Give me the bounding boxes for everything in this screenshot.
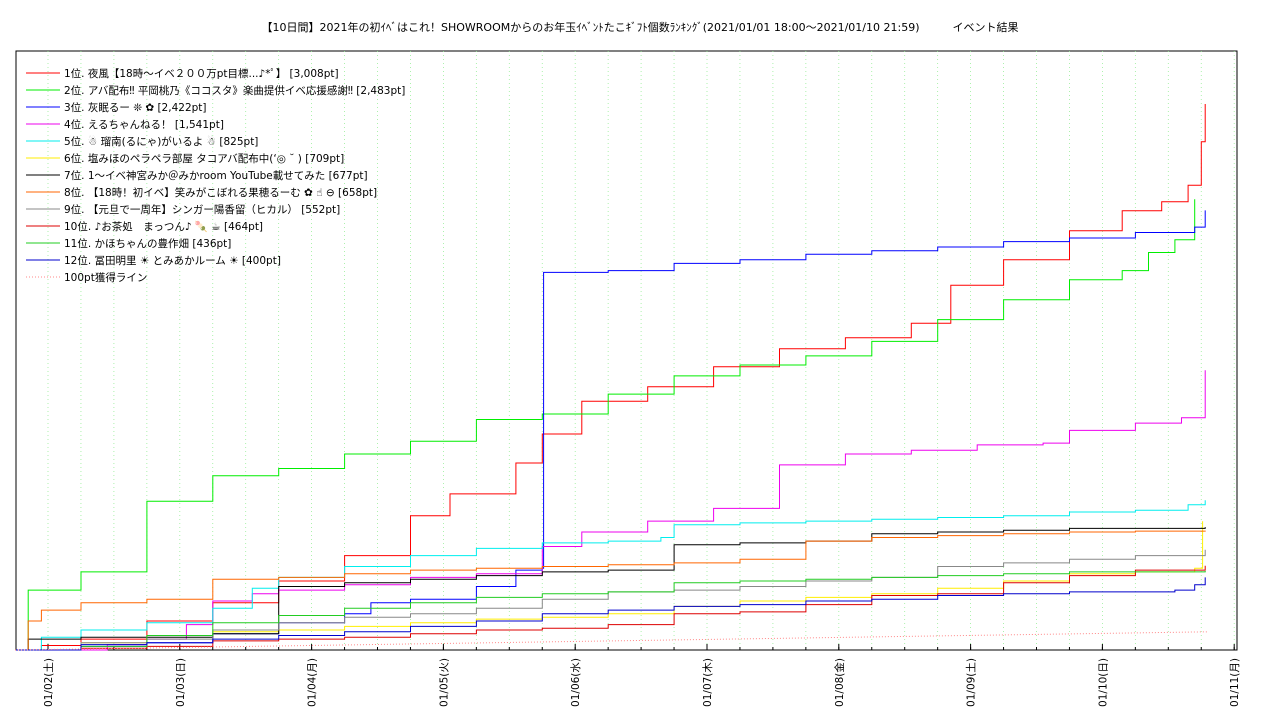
legend-entry: 9位. 【元旦で一周年】シンガー陽香留（ヒカル） [552pt] xyxy=(64,203,340,216)
x-axis: 01/02(土) 01/03(日) 01/04(月) 01/05(火) 01/06(水)… xyxy=(42,644,1241,707)
legend-entry: 11位. かほちゃんの豊作畑 [436pt] xyxy=(64,237,231,250)
plot-frame xyxy=(15,50,1238,651)
series-line-13 xyxy=(14,631,1208,651)
series-line-7 xyxy=(15,527,1206,651)
x-tick-label: 01/09(土) xyxy=(965,658,978,707)
legend-entry: 6位. 塩みほのペラペラ部屋 タコアバ配布中(‘◎ ˘ ) [709pt] xyxy=(64,152,344,165)
series-line-12 xyxy=(15,577,1206,651)
legend-entry: 12位. 冨田明里 ☀ とみあかルーム ☀ [400pt] xyxy=(64,254,281,267)
x-tick-label: 01/08(金) xyxy=(833,658,846,707)
x-tick-label: 01/11(月) xyxy=(1229,658,1241,707)
x-tick-label: 01/10(日) xyxy=(1097,658,1109,707)
series-line-3 xyxy=(15,210,1206,651)
chart-title: 【10日間】2021年の初ｲﾍﾞはこれ！SHOWROOMからのお年玉ｲﾍﾞﾝﾄた… xyxy=(261,21,1019,34)
series-line-5 xyxy=(15,500,1206,651)
legend: 1位. 夜風【18時〜イベ２００万pt目標...♪*ﾟ】 [3,008pt] 2位… xyxy=(26,67,405,284)
x-tick-label: 01/03(日) xyxy=(175,658,187,707)
series-line-11 xyxy=(15,570,1206,651)
x-tick-label: 01/07(木) xyxy=(702,658,714,707)
legend-entry: 1位. 夜風【18時〜イベ２００万pt目標...♪*ﾟ】 [3,008pt] xyxy=(64,67,339,80)
series-lines xyxy=(14,104,1208,651)
legend-entry: 8位. 【18時！初イベ】笑みがこぼれる果穂るーむ ✿ ☝ ⊖ [658pt] xyxy=(64,186,377,199)
legend-entry: 10位. ♪お茶処 まっつん♪ 🍡 ☕ [464pt] xyxy=(64,220,263,233)
legend-entry: 7位. 1〜イベ神宮みか＠みかroom YouTube載せてみた [677pt] xyxy=(64,169,368,182)
x-tick-label: 01/05(火) xyxy=(438,658,450,707)
legend-entry: 100pt獲得ライン xyxy=(64,271,147,284)
legend-entry: 3位. 灰眠るー ❊ ✿ [2,422pt] xyxy=(64,101,207,114)
series-line-8 xyxy=(15,530,1206,651)
x-tick-label: 01/04(月) xyxy=(307,658,319,707)
series-line-4 xyxy=(15,370,1206,651)
legend-entry: 4位. えるちゃんねる！ [1,541pt] xyxy=(64,118,224,131)
legend-entry: 2位. アバ配布‼ 平岡桃乃《ココスタ》楽曲提供イベ応援感謝‼ [2,483pt… xyxy=(64,84,405,97)
series-line-2 xyxy=(15,199,1196,651)
series-line-1 xyxy=(15,104,1206,651)
legend-entry: 5位. ☃ 瑠南(るにゃ)がいるよ ☃ [825pt] xyxy=(64,135,258,148)
x-tick-label: 01/02(土) xyxy=(42,658,55,707)
x-tick-label: 01/06(水) xyxy=(570,658,582,707)
